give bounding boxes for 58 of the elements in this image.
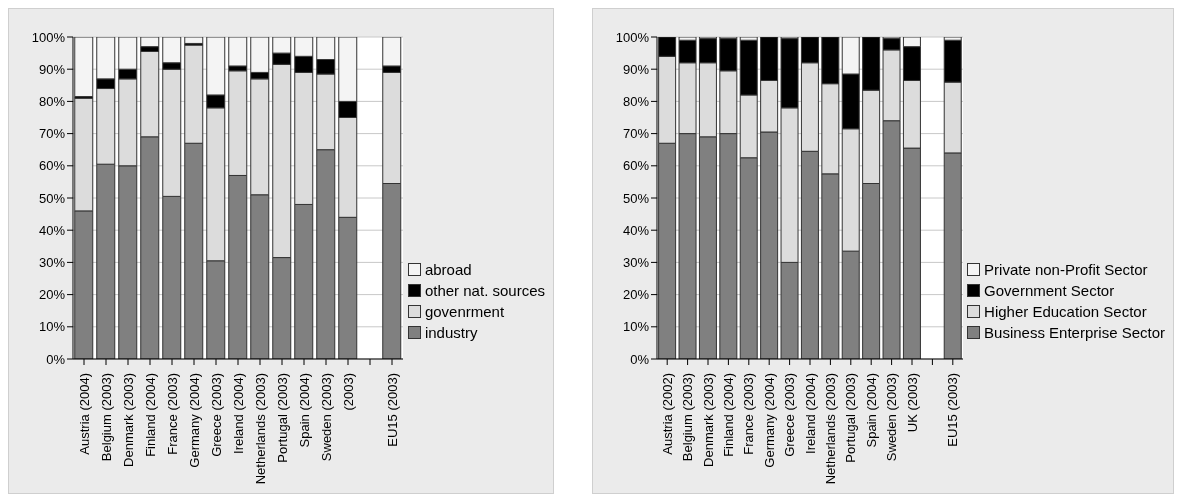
y-tick-label: 70% [622,126,650,142]
y-tick-label: 0% [46,351,66,367]
x-tick-label: Sweden (2003) [884,373,900,462]
y-tick-label: 30% [38,255,66,271]
x-tick-label: Ireland (2004) [802,373,818,454]
legend-label: Government Sector [984,281,1115,301]
y-tick-label: 80% [622,94,650,110]
x-tick-label: Netherlands (2003) [252,373,268,485]
y-tick-label: 90% [38,61,66,77]
y-tick-label: 50% [38,190,66,206]
y-tick-label: 60% [622,158,650,174]
x-tick-label: Spain (2004) [296,373,312,448]
x-tick-label: Ireland (2004) [230,373,246,454]
y-tick-label: 40% [622,222,650,238]
y-tick-label: 20% [38,287,66,303]
y-tick-label: 20% [622,287,650,303]
x-tick-label: EU15 (2003) [384,373,400,447]
x-tick-label: Netherlands (2003) [822,373,838,485]
y-tick-label: 90% [622,61,650,77]
x-tick-label: Germany (2004) [186,373,202,468]
x-tick-label: France (2003) [164,373,180,455]
y-tick-label: 50% [622,190,650,206]
x-tick-label: Sweden (2003) [318,373,334,462]
y-tick-label: 100% [615,29,650,45]
x-tick-label: Austria (2004) [76,373,92,455]
x-tick-label: Finland (2004) [142,373,158,457]
x-tick-label: Greece (2003) [208,373,224,457]
y-tick-label: 0% [630,351,650,367]
y-tick-label: 70% [38,126,66,142]
legend-label: Business Enterprise Sector [984,323,1165,343]
x-tick-label: Denmark (2003) [700,373,716,467]
y-tick-label: 10% [38,319,66,335]
x-tick-label: Greece (2003) [782,373,798,457]
x-tick-label: Portugal (2003) [843,373,859,463]
y-tick-label: 100% [31,29,66,45]
y-tick-label: 10% [622,319,650,335]
x-tick-label: EU15 (2003) [945,373,961,447]
legend-label: Higher Education Sector [984,302,1147,322]
x-tick-label: Denmark (2003) [120,373,136,467]
legend-label: govenrment [424,302,505,322]
x-tick-label: UK (2003) [904,373,920,433]
x-tick-label: Finland (2004) [720,373,736,457]
legend-label: other nat. sources [424,281,545,301]
y-tick-label: 30% [622,255,650,271]
y-tick-label: 40% [38,222,66,238]
x-tick-label: Belgium (2003) [680,373,696,462]
legend-label: Private non-Profit Sector [984,260,1148,280]
y-tick-label: 60% [38,158,66,174]
legend-label: industry [424,323,478,343]
x-tick-label: Spain (2004) [863,373,879,448]
legend-label: abroad [424,260,472,280]
x-tick-label: France (2003) [741,373,757,455]
x-tick-label: Germany (2004) [761,373,777,468]
x-tick-label: Belgium (2003) [98,373,114,462]
x-tick-label: Portugal (2003) [274,373,290,463]
x-tick-label: (2003) [340,373,356,411]
y-tick-label: 80% [38,94,66,110]
x-tick-label: Austria (2002) [659,373,675,455]
